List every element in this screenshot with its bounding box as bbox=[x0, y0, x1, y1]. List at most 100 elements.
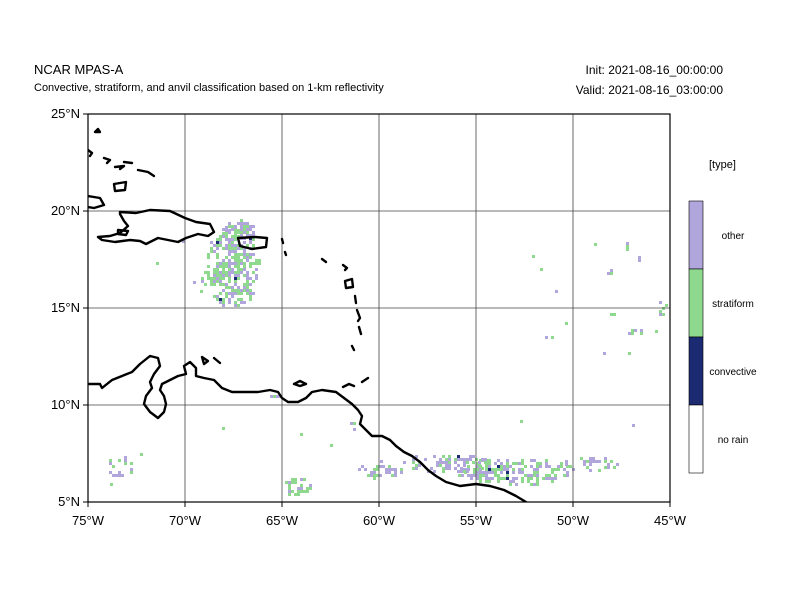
precip-pixel bbox=[237, 222, 240, 225]
precip-pixel bbox=[506, 474, 509, 477]
precip-pixel bbox=[234, 234, 237, 237]
precip-pixel bbox=[258, 259, 261, 262]
axis-labels: 75°W 70°W 65°W 60°W 55°W 50°W 45°W 5°N 10°N 15°N 2… bbox=[51, 106, 687, 528]
precip-pixel bbox=[506, 471, 509, 474]
precip-pixel bbox=[243, 283, 246, 286]
precip-pixel bbox=[631, 329, 634, 332]
lat-tick-label: 10°N bbox=[51, 397, 80, 412]
precip-pixel bbox=[216, 241, 219, 244]
precip-pixel bbox=[442, 470, 445, 473]
precip-pixel bbox=[231, 286, 234, 289]
precip-pixel bbox=[626, 245, 629, 248]
precip-pixel bbox=[448, 467, 451, 470]
valid-time: Valid: 2021-08-16_03:00:00 bbox=[575, 83, 723, 97]
precip-pixel bbox=[415, 464, 418, 467]
precip-pixel bbox=[222, 277, 225, 280]
precip-pixel bbox=[231, 225, 234, 228]
precip-pixel bbox=[476, 468, 479, 471]
precip-pixel bbox=[225, 274, 228, 277]
precip-pixel bbox=[476, 462, 479, 465]
precip-pixel bbox=[225, 238, 228, 241]
legend-label: stratiform bbox=[712, 299, 754, 310]
precip-pixel bbox=[497, 474, 500, 477]
precip-pixel bbox=[592, 457, 595, 460]
precip-pixel bbox=[225, 247, 228, 250]
precip-pixel bbox=[370, 474, 373, 477]
precip-pixel bbox=[228, 274, 231, 277]
precip-pixel bbox=[240, 231, 243, 234]
legend-colorbar: other stratiform convective no rain bbox=[688, 200, 757, 474]
precip-pixel bbox=[228, 247, 231, 250]
precip-pixel bbox=[442, 455, 445, 458]
precip-pixel bbox=[204, 283, 207, 286]
precip-pixel bbox=[448, 455, 451, 458]
precip-pixel bbox=[216, 295, 219, 298]
precip-pixel bbox=[225, 292, 228, 295]
precip-pixel bbox=[246, 271, 249, 274]
coastline-island bbox=[102, 156, 112, 165]
legend-label: other bbox=[722, 231, 745, 242]
precip-pixel bbox=[228, 280, 231, 283]
precip-pixel bbox=[533, 471, 536, 474]
precip-pixel bbox=[373, 474, 376, 477]
precip-pixel bbox=[583, 460, 586, 463]
precip-pixel bbox=[228, 222, 231, 225]
precip-pixel bbox=[207, 274, 210, 277]
precip-pixel bbox=[225, 256, 228, 259]
precip-pixel bbox=[379, 474, 382, 477]
coastline-puerto-rico bbox=[236, 235, 269, 251]
precip-pixel bbox=[231, 256, 234, 259]
precip-pixel bbox=[255, 277, 258, 280]
precip-pixel bbox=[594, 243, 597, 246]
precip-pixel bbox=[219, 301, 222, 304]
precip-pixel bbox=[613, 466, 616, 469]
precip-pixel bbox=[219, 238, 222, 241]
precip-pixel bbox=[533, 474, 536, 477]
precip-pixel bbox=[246, 277, 249, 280]
precip-pixel bbox=[473, 471, 476, 474]
precip-pixel bbox=[463, 458, 466, 461]
precip-pixel bbox=[300, 484, 303, 487]
precip-pixel bbox=[497, 480, 500, 483]
precip-pixel bbox=[472, 461, 475, 464]
precip-pixel bbox=[288, 493, 291, 496]
legend-swatch-other bbox=[688, 200, 704, 270]
precip-pixel bbox=[430, 467, 433, 470]
precip-pixel bbox=[572, 468, 575, 471]
precip-pixel bbox=[506, 459, 509, 462]
precip-pixel bbox=[237, 231, 240, 234]
precip-pixel bbox=[222, 304, 225, 307]
precip-pixel bbox=[500, 468, 503, 471]
precip-pixel bbox=[500, 462, 503, 465]
precip-pixel bbox=[457, 455, 460, 458]
precip-pixel bbox=[565, 460, 568, 463]
precip-pixel bbox=[479, 468, 482, 471]
precip-pixel bbox=[249, 265, 252, 268]
precip-pixel bbox=[294, 493, 297, 496]
lon-tick-label: 55°W bbox=[460, 513, 493, 528]
precip-pixel bbox=[228, 229, 231, 232]
precip-pixel bbox=[512, 480, 515, 483]
precip-pixel bbox=[204, 271, 207, 274]
precip-pixel bbox=[361, 465, 364, 468]
precip-pixel bbox=[246, 231, 249, 234]
precip-pixel bbox=[231, 289, 234, 292]
precip-pixel bbox=[234, 274, 237, 277]
precip-pixel bbox=[481, 467, 484, 470]
coastline-island bbox=[320, 257, 328, 264]
precip-pixel bbox=[394, 468, 397, 471]
precip-pixel bbox=[545, 462, 548, 465]
precip-pixel bbox=[252, 231, 255, 234]
precip-pixel bbox=[219, 292, 222, 295]
precip-pixel bbox=[589, 469, 592, 472]
precip-pixel bbox=[521, 477, 524, 480]
precip-pixel bbox=[219, 277, 222, 280]
precip-pixel bbox=[539, 465, 542, 468]
coastline-south-america bbox=[88, 354, 528, 502]
lon-tick-label: 65°W bbox=[266, 513, 299, 528]
precip-pixel bbox=[376, 474, 379, 477]
precip-pixel bbox=[527, 480, 530, 483]
precip-pixel bbox=[506, 477, 509, 480]
precip-pixel bbox=[252, 253, 255, 256]
precip-pixel bbox=[219, 244, 222, 247]
